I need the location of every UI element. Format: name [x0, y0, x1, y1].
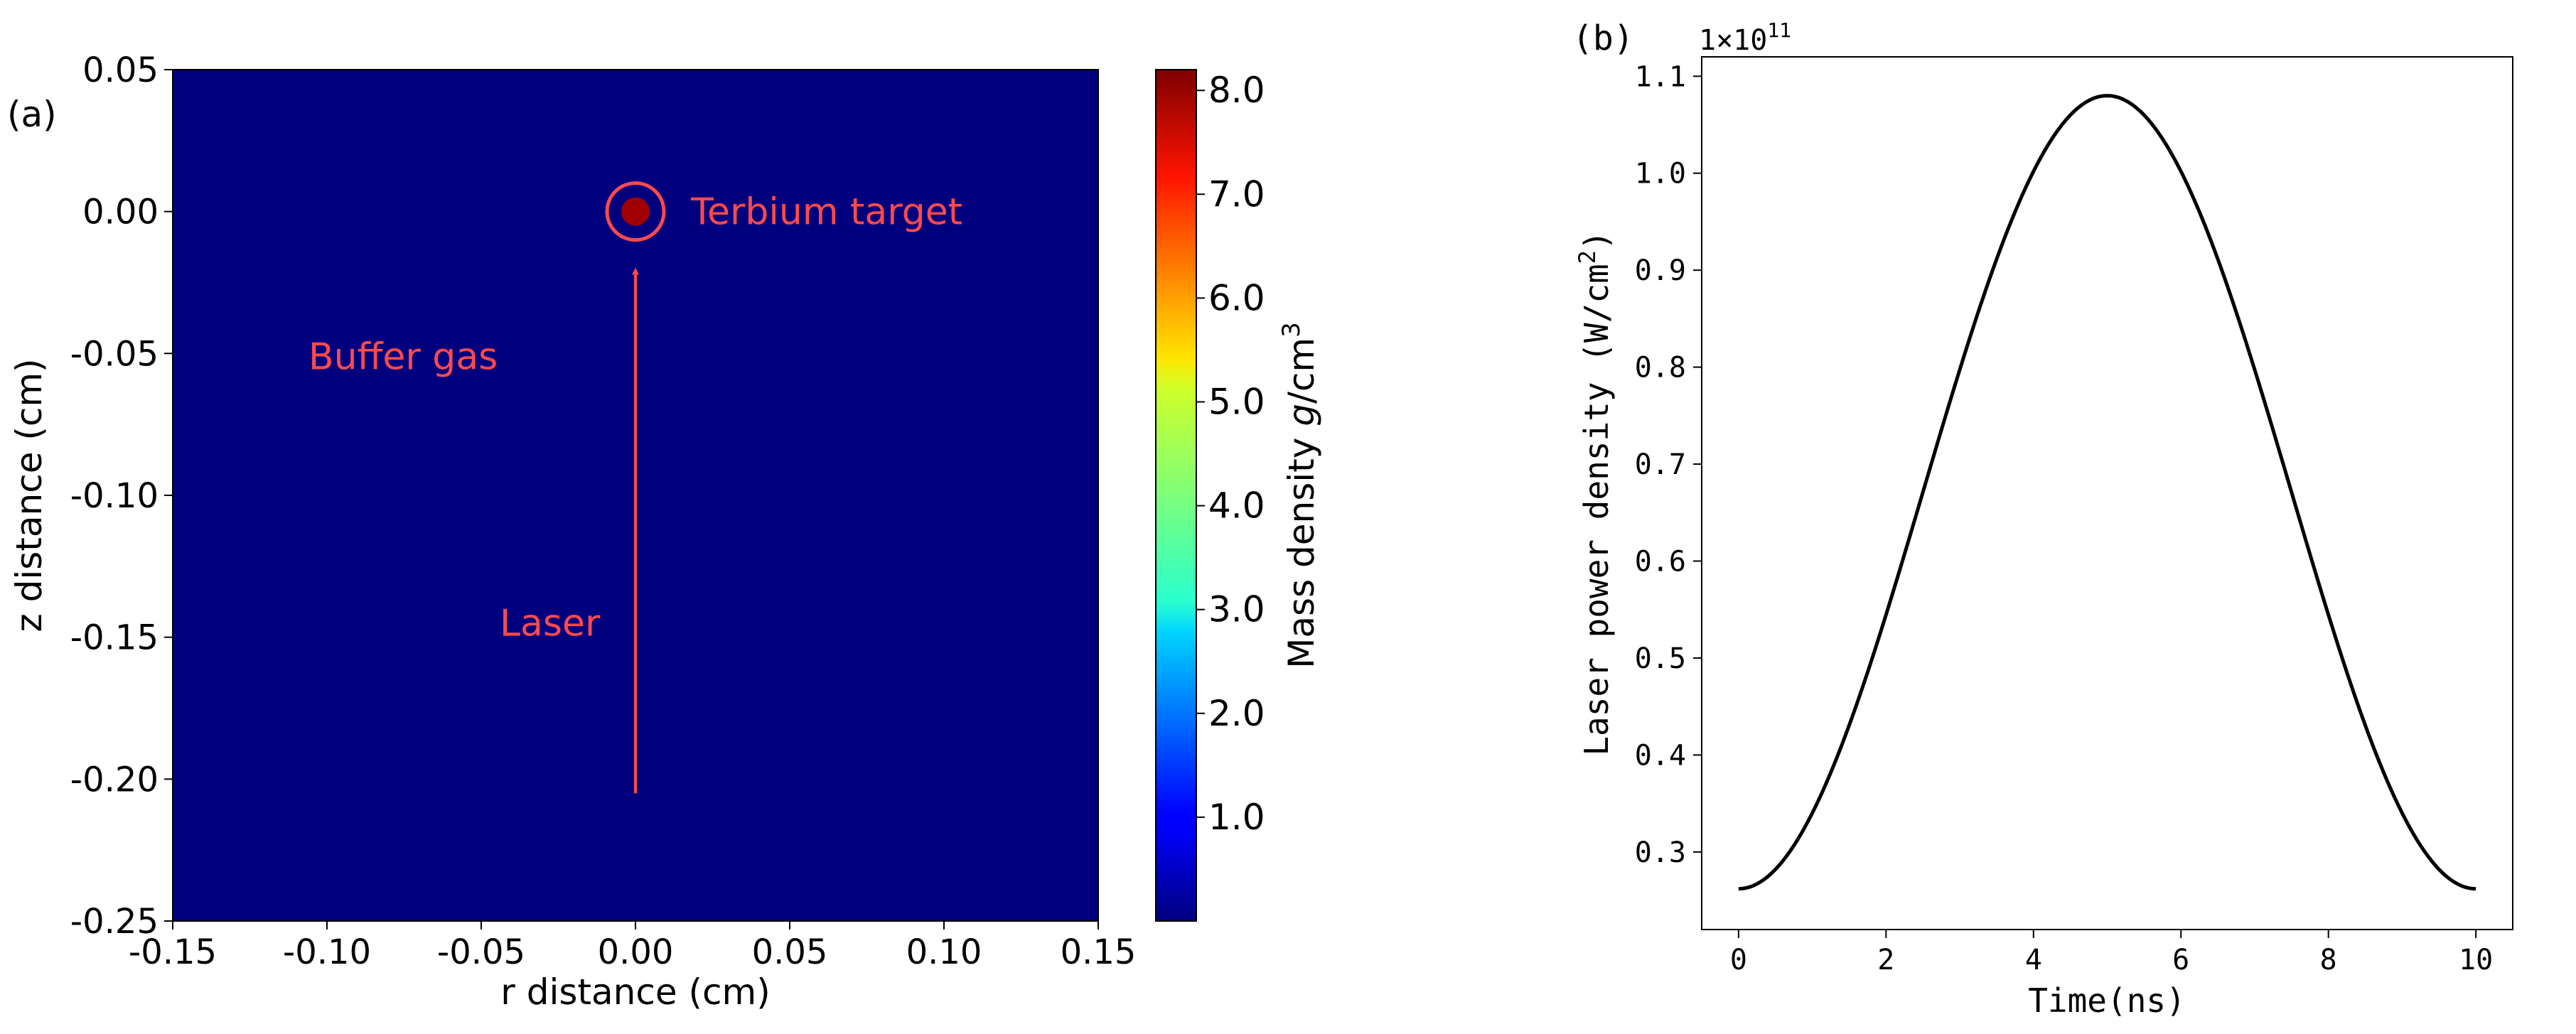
y-tick-label: -0.15 — [70, 618, 159, 658]
x-tick-label: 2 — [1877, 944, 1894, 976]
colorbar-tick-label: 4.0 — [1208, 485, 1265, 527]
y-offset-exp: 11 — [1767, 18, 1791, 42]
x-tick-label: -0.05 — [437, 932, 525, 972]
y-tick-label: 0.5 — [1635, 642, 1686, 675]
colorbar-label-unit: /cm — [1281, 338, 1322, 404]
y-axis-ticks: 0.3 0.4 0.5 0.6 0.7 0.8 0.9 1.0 1.1 — [1635, 60, 1702, 869]
x-tick-label: 0.00 — [598, 932, 674, 972]
x-axis-label: r distance (cm) — [500, 971, 770, 1013]
annotation-laser: Laser — [500, 603, 601, 645]
y-axis-label: z distance (cm) — [9, 358, 50, 632]
x-tick-label: 0.05 — [752, 932, 828, 972]
panel-a-heatmap: (a) Terbium target Buffer gas Laser -0.1… — [7, 50, 1322, 1013]
x-tick-label: 0.10 — [906, 932, 982, 972]
colorbar-label: Mass density g/cm3 — [1277, 322, 1322, 668]
y-offset-text: 1×1011 — [1699, 18, 1791, 57]
x-axis-label: Time(ns) — [2028, 981, 2186, 1020]
y-tick-label: 0.8 — [1635, 352, 1686, 384]
x-tick-label: 4 — [2025, 944, 2042, 976]
panel-b-label: (b) — [1572, 18, 1634, 58]
panel-b-line-chart: (b) 1×1011 0 2 4 6 8 10 0.3 0.4 0.5 0.6 0.7 0.8 0.9… — [1572, 18, 2513, 1020]
y-tick-label: 0.6 — [1635, 546, 1686, 578]
y-tick-label: -0.20 — [70, 760, 159, 799]
x-tick-label: 6 — [2172, 944, 2189, 976]
y-axis-label: Laser power density (W/cm2) — [1574, 230, 1616, 755]
target-ring — [605, 181, 666, 242]
y-tick-label: 0.7 — [1635, 448, 1686, 481]
colorbar — [1155, 69, 1197, 922]
y-tick-label: 0.9 — [1635, 254, 1686, 287]
x-axis-ticks: 0 2 4 6 8 10 — [1730, 930, 2493, 976]
x-tick-label: 0.15 — [1061, 932, 1137, 972]
y-axis-label-text: Laser power density (W/cm — [1577, 264, 1616, 755]
colorbar-tick-label: 6.0 — [1208, 277, 1265, 318]
y-tick-label: 1.1 — [1635, 60, 1686, 93]
colorbar-label-text: Mass density — [1281, 426, 1322, 669]
colorbar-label-g: g — [1281, 404, 1322, 426]
colorbar-label-exp: 3 — [1277, 322, 1306, 338]
colorbar-tick-label: 7.0 — [1208, 173, 1265, 215]
colorbar-tick-label: 2.0 — [1208, 693, 1265, 734]
x-axis-ticks: -0.15 -0.10 -0.05 0.00 0.05 0.10 0.15 — [129, 921, 1137, 972]
annotation-buffer-gas: Buffer gas — [308, 335, 498, 378]
colorbar-tick-label: 1.0 — [1208, 797, 1265, 838]
y-tick-label: -0.10 — [70, 476, 159, 516]
x-tick-label: 0 — [1730, 944, 1747, 976]
y-tick-label: 0.00 — [82, 193, 159, 232]
y-axis-label-close: ) — [1577, 230, 1616, 250]
y-tick-label: -0.25 — [70, 902, 159, 942]
y-tick-label: 0.3 — [1635, 836, 1686, 869]
x-tick-label: 8 — [2320, 944, 2337, 976]
terbium-target-marker — [621, 197, 650, 226]
y-offset-base: 1×10 — [1699, 24, 1767, 57]
line-plot-frame — [1701, 56, 2513, 930]
panel-a-label: (a) — [7, 94, 57, 135]
colorbar-ticks: 1.0 2.0 3.0 4.0 5.0 6.0 7.0 8.0 — [1196, 70, 1265, 838]
laser-power-curve — [1738, 94, 2476, 891]
colorbar-tick-label: 8.0 — [1208, 70, 1265, 111]
y-tick-label: 0.05 — [82, 50, 159, 90]
y-axis-label-exp: 2 — [1574, 250, 1601, 264]
y-axis-ticks: 0.05 0.00 -0.05 -0.10 -0.15 -0.20 -0.25 — [70, 50, 173, 942]
colorbar-tick-label: 3.0 — [1208, 589, 1265, 630]
x-tick-label: -0.10 — [283, 932, 371, 972]
annotation-terbium-target: Terbium target — [690, 191, 962, 234]
y-tick-label: -0.05 — [70, 334, 159, 374]
colorbar-tick-label: 5.0 — [1208, 382, 1265, 423]
y-tick-label: 1.0 — [1635, 158, 1686, 190]
y-tick-label: 0.4 — [1635, 739, 1686, 772]
x-tick-label: -0.15 — [129, 932, 217, 972]
x-tick-label: 10 — [2459, 944, 2493, 976]
